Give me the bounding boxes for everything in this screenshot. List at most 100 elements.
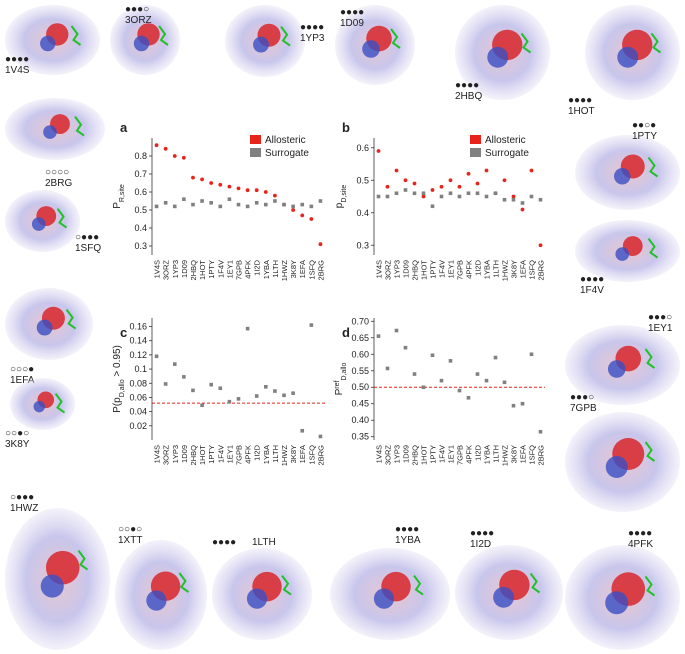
- x-tick-label: 2BRG: [316, 260, 325, 281]
- marker: [318, 434, 323, 439]
- marker: [394, 191, 399, 196]
- protein-image: [330, 548, 450, 640]
- protein-label: 3ORZ: [125, 15, 152, 26]
- panel-letter: d: [342, 325, 350, 340]
- x-tick-label: 1HOT: [198, 260, 207, 280]
- dots: ●●●●: [395, 524, 419, 535]
- x-tick-label: 1F4V: [216, 260, 225, 278]
- site-blob: [33, 400, 45, 413]
- protein-label: 1SFQ: [75, 243, 101, 254]
- site-blob: [487, 46, 509, 68]
- x-tick-label: 1I2D: [253, 259, 262, 275]
- y-axis-label: P(pD,allo > 0.95): [112, 345, 126, 413]
- dots: ●●●●: [580, 274, 604, 285]
- x-tick-label: 3ORZ: [162, 445, 171, 465]
- marker: [385, 184, 390, 189]
- x-tick-label: 1EY1: [225, 445, 234, 463]
- marker: [430, 188, 435, 192]
- protein-image: [335, 5, 415, 85]
- dots: ○●●●: [75, 232, 99, 243]
- site-blob: [605, 456, 628, 478]
- marker: [484, 194, 489, 199]
- site-blob: [605, 591, 629, 615]
- x-tick-label: 1F4V: [216, 445, 225, 463]
- ligand: [390, 28, 401, 49]
- marker: [309, 217, 314, 221]
- marker: [191, 388, 195, 393]
- marker: [254, 188, 259, 193]
- protein-image: [5, 190, 80, 252]
- protein-image: [10, 378, 75, 430]
- y-tick-label: 0.45: [351, 399, 369, 409]
- marker: [309, 323, 314, 327]
- dots: ●●●○: [125, 4, 149, 15]
- marker: [181, 155, 186, 160]
- marker: [529, 168, 534, 173]
- x-tick-label: 4PFK: [465, 260, 474, 279]
- ligand: [74, 116, 85, 137]
- protein-label: 1PTY: [632, 131, 657, 142]
- site-blob: [607, 360, 626, 378]
- x-tick-label: 1PTY: [429, 445, 438, 464]
- x-tick-label: 1EY1: [225, 260, 234, 278]
- protein-image: [212, 548, 312, 640]
- y-label-part: D,site: [341, 185, 348, 203]
- x-tick-label: 3K8Y: [510, 260, 519, 278]
- dots: ●●●●: [455, 80, 479, 91]
- y-axis-label: PR,site: [112, 184, 126, 209]
- x-tick-label: 1HOT: [420, 445, 429, 465]
- y-tick-label: 0.4: [356, 208, 369, 218]
- marker: [403, 188, 408, 192]
- y-tick-label: 0.60: [351, 349, 369, 359]
- x-tick-label: 1HOT: [198, 445, 207, 465]
- marker: [200, 177, 204, 182]
- x-tick-label: 1LTH: [271, 445, 280, 463]
- y-tick-label: 0.3: [134, 241, 147, 251]
- site-blob: [36, 319, 53, 336]
- marker: [484, 168, 489, 173]
- x-tick-label: 1F4V: [438, 445, 447, 463]
- ligand: [178, 572, 189, 593]
- x-tick-label: 1D09: [180, 260, 189, 278]
- marker: [227, 399, 232, 404]
- site-blob: [615, 247, 630, 261]
- protein-image: [110, 5, 180, 75]
- x-tick-label: 3ORZ: [384, 445, 393, 465]
- marker: [154, 143, 159, 148]
- x-tick-label: 1PTY: [207, 445, 216, 464]
- marker: [245, 326, 250, 331]
- marker: [218, 182, 223, 187]
- ligand: [650, 32, 662, 54]
- x-tick-label: 1V4S: [153, 260, 162, 278]
- x-tick-label: 1EFA: [298, 445, 307, 463]
- marker: [439, 194, 444, 199]
- x-tick-label: 1LTH: [492, 260, 501, 278]
- legend-swatch: [470, 135, 481, 144]
- x-tick-label: 1YBA: [483, 260, 492, 279]
- marker: [457, 194, 462, 199]
- protein-image: [5, 508, 110, 650]
- protein-label: 1YBA: [395, 535, 421, 546]
- y-tick-label: 0.6: [356, 143, 369, 153]
- protein-label: 1YP3: [300, 33, 325, 44]
- protein-label: 2BRG: [45, 178, 72, 189]
- x-tick-label: 1YP3: [393, 445, 402, 463]
- marker: [376, 149, 381, 153]
- site-blob: [246, 588, 268, 609]
- marker: [394, 328, 399, 333]
- marker: [511, 197, 516, 202]
- marker: [412, 181, 417, 186]
- y-label-part: > 0.95): [112, 345, 123, 379]
- legend-swatch: [470, 148, 481, 157]
- y-label-part: D,allo: [119, 379, 126, 397]
- protein-label: 1F4V: [580, 285, 604, 296]
- y-tick-label: 0.70: [351, 316, 369, 326]
- marker: [538, 243, 543, 248]
- site-blob: [43, 125, 57, 139]
- x-tick-label: 1HWZ: [501, 445, 510, 467]
- x-tick-label: 1YBA: [483, 445, 492, 464]
- x-tick-label: 1HWZ: [280, 260, 289, 282]
- x-tick-label: 3ORZ: [384, 260, 393, 280]
- marker: [209, 181, 214, 185]
